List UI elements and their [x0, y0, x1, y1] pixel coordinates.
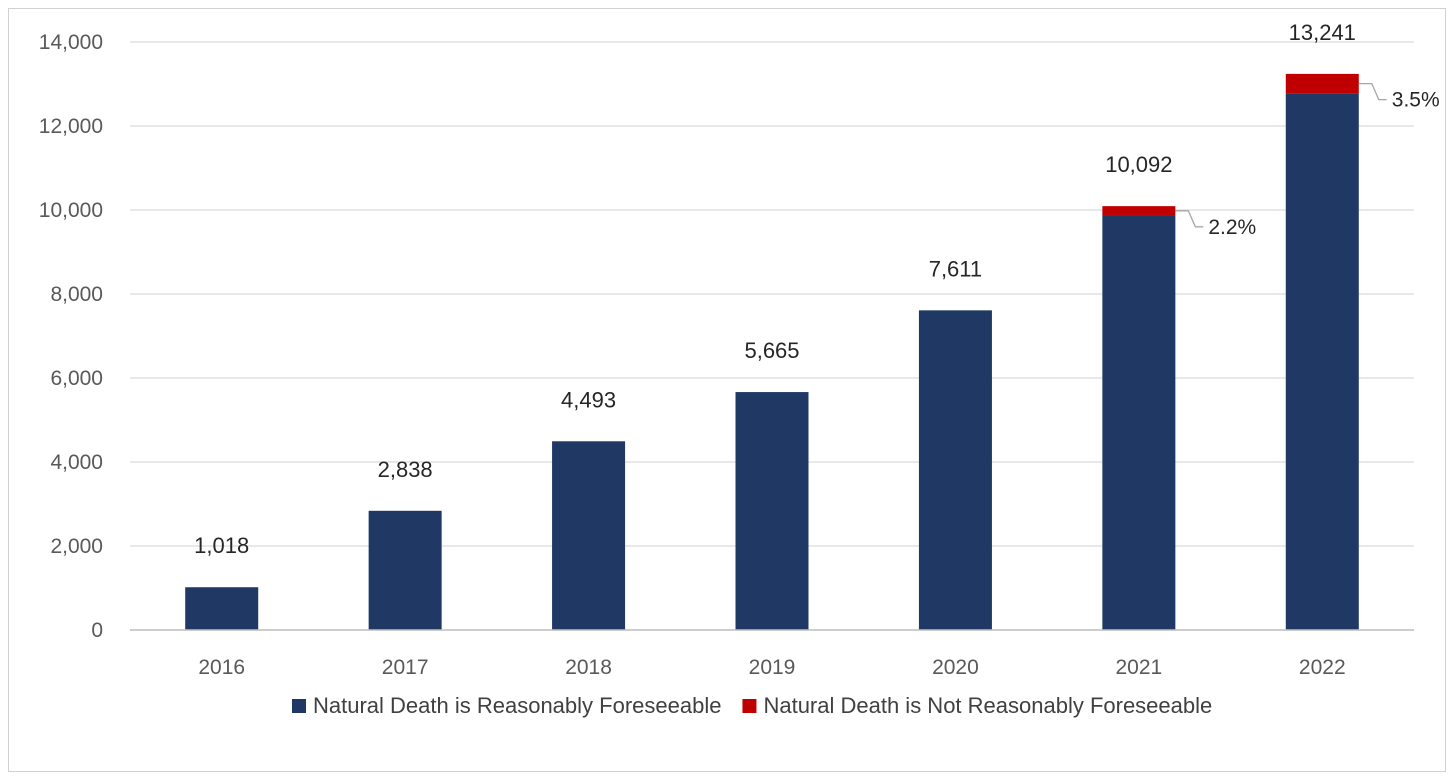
- legend-swatch-1: [742, 699, 757, 713]
- bar-2020-series-0: [918, 310, 992, 630]
- bar-2017-series-0: [368, 510, 442, 630]
- x-tick-label: 2021: [1115, 656, 1162, 679]
- total-data-label: 2,838: [378, 457, 433, 482]
- share-data-label: 3.5%: [1392, 89, 1440, 112]
- y-tick-label: 4,000: [50, 451, 103, 474]
- bar-2016-series-0: [185, 587, 259, 630]
- legend-swatch-0: [292, 699, 306, 713]
- y-tick-label: 8,000: [50, 283, 103, 306]
- data-labels: 1,018 2,838 4,493 5,665 7,611 10,092 2.2% 13,24…: [194, 20, 1439, 558]
- bar-2021-series-1: [1102, 206, 1176, 216]
- total-data-label: 5,665: [744, 338, 799, 363]
- bar-2022-series-1: [1285, 73, 1359, 94]
- total-data-label: 4,493: [561, 387, 616, 412]
- legend: Natural Death is Reasonably Foreseeable N…: [292, 693, 1212, 718]
- chart-frame: [8, 8, 1446, 772]
- legend-label-0: Natural Death is Reasonably Foreseeable: [313, 693, 721, 718]
- bar-2022-series-0: [1285, 93, 1359, 631]
- share-leader-line: [1175, 210, 1204, 228]
- total-data-label: 7,611: [929, 256, 982, 281]
- x-tick-label: 2016: [198, 656, 245, 679]
- y-tick-label: 6,000: [50, 367, 103, 390]
- bar-2021-series-0: [1102, 215, 1176, 630]
- x-tick-label: 2019: [749, 656, 796, 679]
- total-data-label: 10,092: [1105, 152, 1172, 177]
- axes: 0 2,000 4,000 6,000 8,000 10,000 12,000 14,000 2…: [39, 31, 1414, 679]
- x-tick-label: 2017: [382, 656, 429, 679]
- total-data-label: 13,241: [1289, 20, 1356, 45]
- y-tick-label: 10,000: [39, 199, 103, 222]
- x-tick-label: 2018: [565, 656, 612, 679]
- x-tick-label: 2022: [1299, 656, 1346, 679]
- y-tick-label: 2,000: [50, 535, 103, 558]
- y-tick-label: 14,000: [39, 31, 103, 54]
- share-data-label: 2.2%: [1208, 216, 1256, 239]
- y-tick-label: 0: [91, 619, 103, 642]
- x-tick-label: 2020: [932, 656, 979, 679]
- legend-label-1: Natural Death is Not Reasonably Foreseea…: [763, 693, 1212, 718]
- total-data-label: 1,018: [194, 533, 249, 558]
- share-leader-line: [1358, 82, 1387, 101]
- bar-2019-series-0: [735, 392, 809, 630]
- bars: [185, 73, 1359, 631]
- y-tick-label: 12,000: [39, 115, 103, 138]
- bar-2018-series-0: [552, 441, 626, 630]
